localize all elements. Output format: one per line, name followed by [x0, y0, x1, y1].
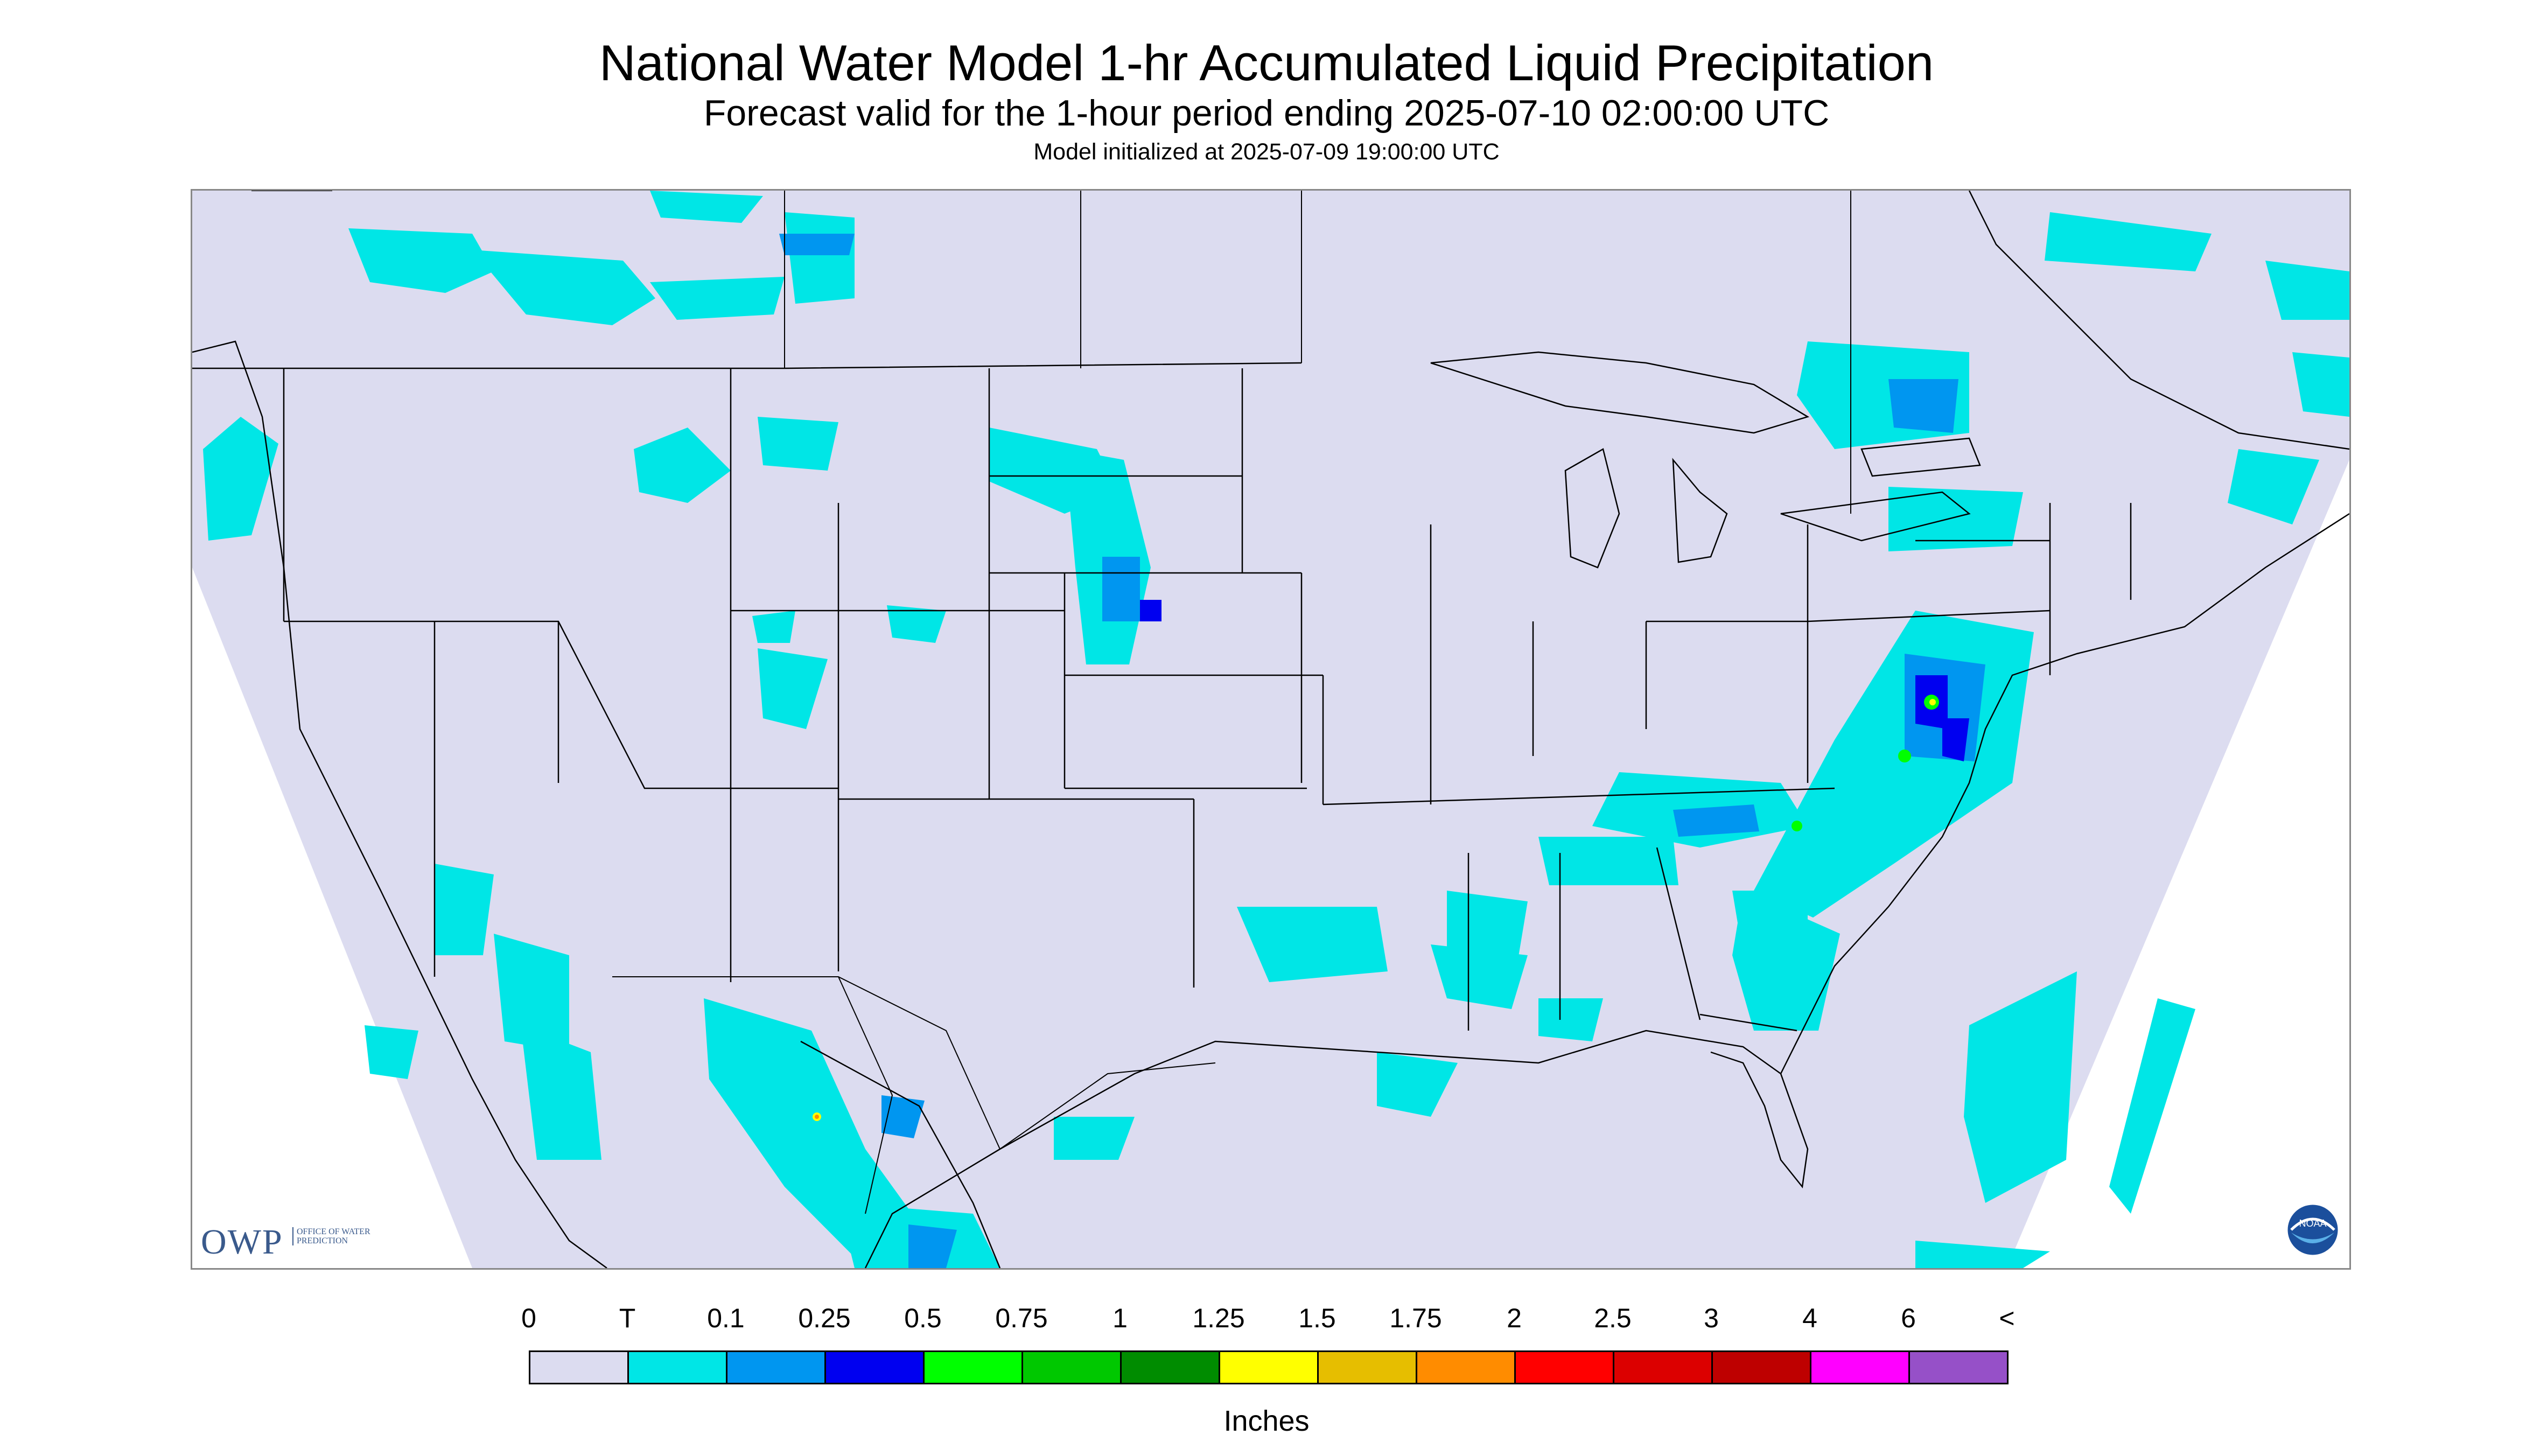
legend-tick-label: 0.25 [798, 1303, 851, 1333]
legend-swatch [824, 1350, 925, 1384]
map-subtitle: Forecast valid for the 1-hour period end… [703, 93, 1830, 134]
international-borders [251, 191, 1851, 1214]
legend-tick-label: < [1999, 1303, 2015, 1333]
legend-tick-label: 1 [1112, 1303, 1128, 1333]
heavy-precip-cells [1792, 695, 1939, 831]
legend-swatch [1810, 1350, 1910, 1384]
coastlines [192, 191, 2349, 1268]
legend-swatch [1021, 1350, 1122, 1384]
legend-tick-label: 4 [1802, 1303, 1817, 1333]
legend-units: Inches [1223, 1405, 1310, 1437]
owp-letters: OWP [201, 1222, 283, 1262]
legend-tick-label: T [619, 1303, 636, 1333]
map-title: National Water Model 1-hr Accumulated Li… [599, 34, 1934, 91]
legend-tick-label: 6 [1901, 1303, 1916, 1333]
legend-tick-label: 1.5 [1298, 1303, 1336, 1333]
legend-tick-label: 0.75 [995, 1303, 1048, 1333]
owp-text: OFFICE OF WATER PREDICTION [292, 1227, 383, 1245]
legend-tick-label: 0.5 [904, 1303, 942, 1333]
model-init-time: Model initialized at 2025-07-09 19:00:00… [1033, 139, 1500, 165]
legend-swatch [1317, 1350, 1417, 1384]
noaa-text: NOAA [2299, 1218, 2326, 1229]
legend-tick-label: 2 [1507, 1303, 1522, 1333]
legend-swatch [1120, 1350, 1220, 1384]
legend-swatch [1711, 1350, 1811, 1384]
legend-tick-label: 1.75 [1389, 1303, 1442, 1333]
legend-swatch [1613, 1350, 1713, 1384]
legend-tick-label: 3 [1704, 1303, 1719, 1333]
legend-swatch [923, 1350, 1023, 1384]
legend-tick-label: 0 [521, 1303, 536, 1333]
precipitation-map: OWP OFFICE OF WATER PREDICTION NOAA [191, 189, 2351, 1270]
legend-tick-label: 2.5 [1594, 1303, 1632, 1333]
legend-swatch [1416, 1350, 1516, 1384]
legend-swatch [1908, 1350, 2009, 1384]
legend-swatch [1514, 1350, 1614, 1384]
legend-swatch [726, 1350, 826, 1384]
legend-swatch [1219, 1350, 1319, 1384]
legend-swatch [627, 1350, 727, 1384]
owp-logo: OWP OFFICE OF WATER PREDICTION [201, 1222, 370, 1265]
legend-tick-label: 1.25 [1192, 1303, 1245, 1333]
map-canvas [192, 191, 2349, 1268]
legend-swatch [529, 1350, 629, 1384]
legend-tick-label: 0.1 [707, 1303, 745, 1333]
noaa-logo: NOAA [2286, 1203, 2340, 1257]
extreme-precip-cells [815, 1115, 819, 1119]
